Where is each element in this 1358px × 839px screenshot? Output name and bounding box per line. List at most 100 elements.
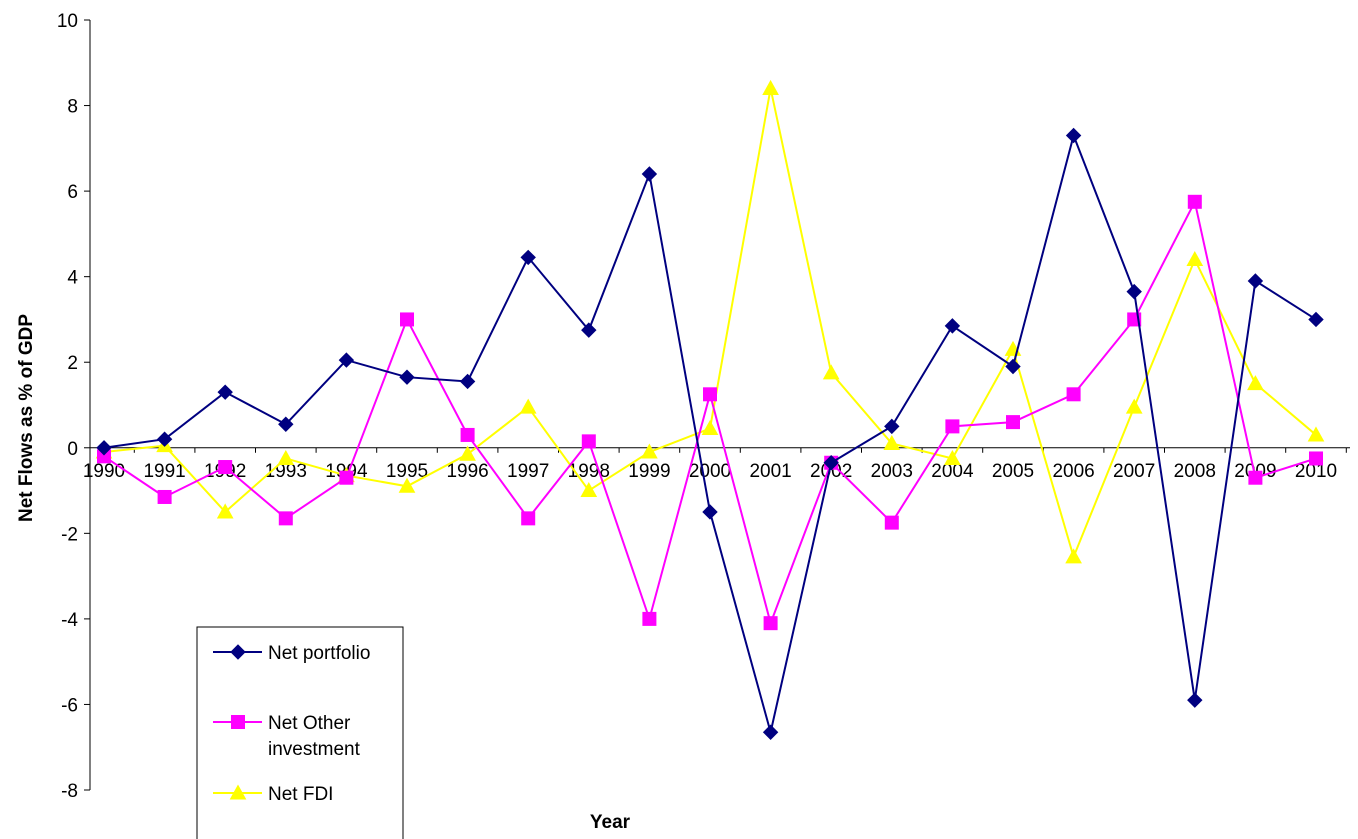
x-tick-label: 2008 [1174,461,1216,482]
data-point [1186,251,1204,267]
data-point [580,482,598,498]
legend-box [196,626,404,839]
y-tick-label: -6 [61,695,78,716]
legend-marker [230,644,246,660]
x-tick-label: 1990 [83,461,125,482]
data-point [399,369,415,385]
data-point [581,322,597,338]
data-point [217,384,233,400]
data-point [823,455,839,471]
legend-label: Net FDI [268,784,333,805]
data-point [884,515,899,530]
data-point [1066,387,1081,402]
data-point [96,440,112,456]
y-tick-label: 0 [67,439,78,460]
data-point [1005,358,1021,375]
legend-marker [231,715,245,729]
data-point [339,470,354,485]
data-point [1065,548,1082,564]
data-point [1187,194,1202,209]
data-point [883,434,901,450]
y-tick-label: -8 [61,781,78,802]
data-point [277,449,295,465]
legend-label: Net portfolio [268,643,370,664]
x-tick-label: 2000 [689,461,731,482]
data-point [398,477,416,493]
x-tick-label: 1996 [446,461,488,482]
data-point [641,166,658,182]
data-point [822,364,840,380]
data-point [642,611,657,626]
data-point [1126,283,1142,300]
data-point [156,431,173,447]
x-tick-label: 1997 [507,461,549,482]
data-point [702,504,718,520]
data-point [884,418,900,435]
data-point [157,489,172,504]
y-tick-label: 10 [57,11,78,32]
legend: Net portfolio Net Other investment Net FDI [196,626,404,839]
data-point [278,511,293,526]
series-net-portfolio [96,127,1324,740]
x-axis-title: Year [590,812,631,833]
y-tick-label: 6 [67,182,78,203]
legend-marker [229,784,247,800]
data-point [218,460,233,475]
data-point [641,443,658,459]
data-point [762,79,779,95]
x-tick-label: 1995 [386,461,428,482]
data-point [944,318,961,334]
data-point [216,503,234,519]
data-point [1247,273,1264,289]
data-point [701,419,719,436]
y-tick-label: 4 [67,268,78,289]
x-tick-label: 2003 [871,461,913,482]
data-point [1125,398,1143,414]
x-tick-label: 1999 [628,461,670,482]
data-point [762,724,779,740]
data-point [521,511,536,526]
y-tick-label: 2 [67,353,78,374]
x-tick-label: 1991 [143,461,185,482]
legend-item: Net Other investment [213,713,361,760]
data-point [1247,375,1264,391]
data-point [1006,415,1020,430]
data-point [944,449,961,465]
x-tick-label: 2010 [1295,461,1337,482]
x-tick-label: 2004 [931,461,974,482]
x-tick-label: 2006 [1052,461,1094,482]
legend-label: Net Other [268,713,351,734]
data-point [1248,470,1263,485]
data-point [1065,127,1082,144]
data-point [400,312,414,327]
x-tick-label: 1993 [265,461,307,482]
series-net-fdi [95,79,1325,564]
data-point [338,352,355,368]
y-tick-label: 8 [67,97,78,118]
data-point [945,419,960,434]
x-tick-label: 2005 [992,461,1034,482]
data-point [1187,692,1203,708]
data-point [1307,426,1325,442]
y-axis-title: Net Flows as % of GDP [16,314,37,522]
data-point [703,387,717,402]
x-tick-label: 2007 [1113,461,1155,482]
data-point [519,398,537,414]
legend-item: Net portfolio [213,643,370,664]
data-point [1309,451,1323,466]
data-point [459,445,476,461]
data-point [1308,311,1324,328]
y-tick-label: -2 [61,524,78,545]
x-tick-label: 2001 [749,461,791,482]
data-point [459,373,476,390]
data-point [520,249,536,266]
series-group [95,79,1325,740]
legend-label: investment [268,739,361,760]
data-point [460,427,475,442]
axes [84,19,1350,791]
y-tick-label: -4 [61,610,78,631]
y-tick-labels: -8 -6 -4 -2 0 2 4 6 8 10 [57,11,79,802]
data-point [581,434,596,449]
legend-item: Net FDI [213,784,333,805]
